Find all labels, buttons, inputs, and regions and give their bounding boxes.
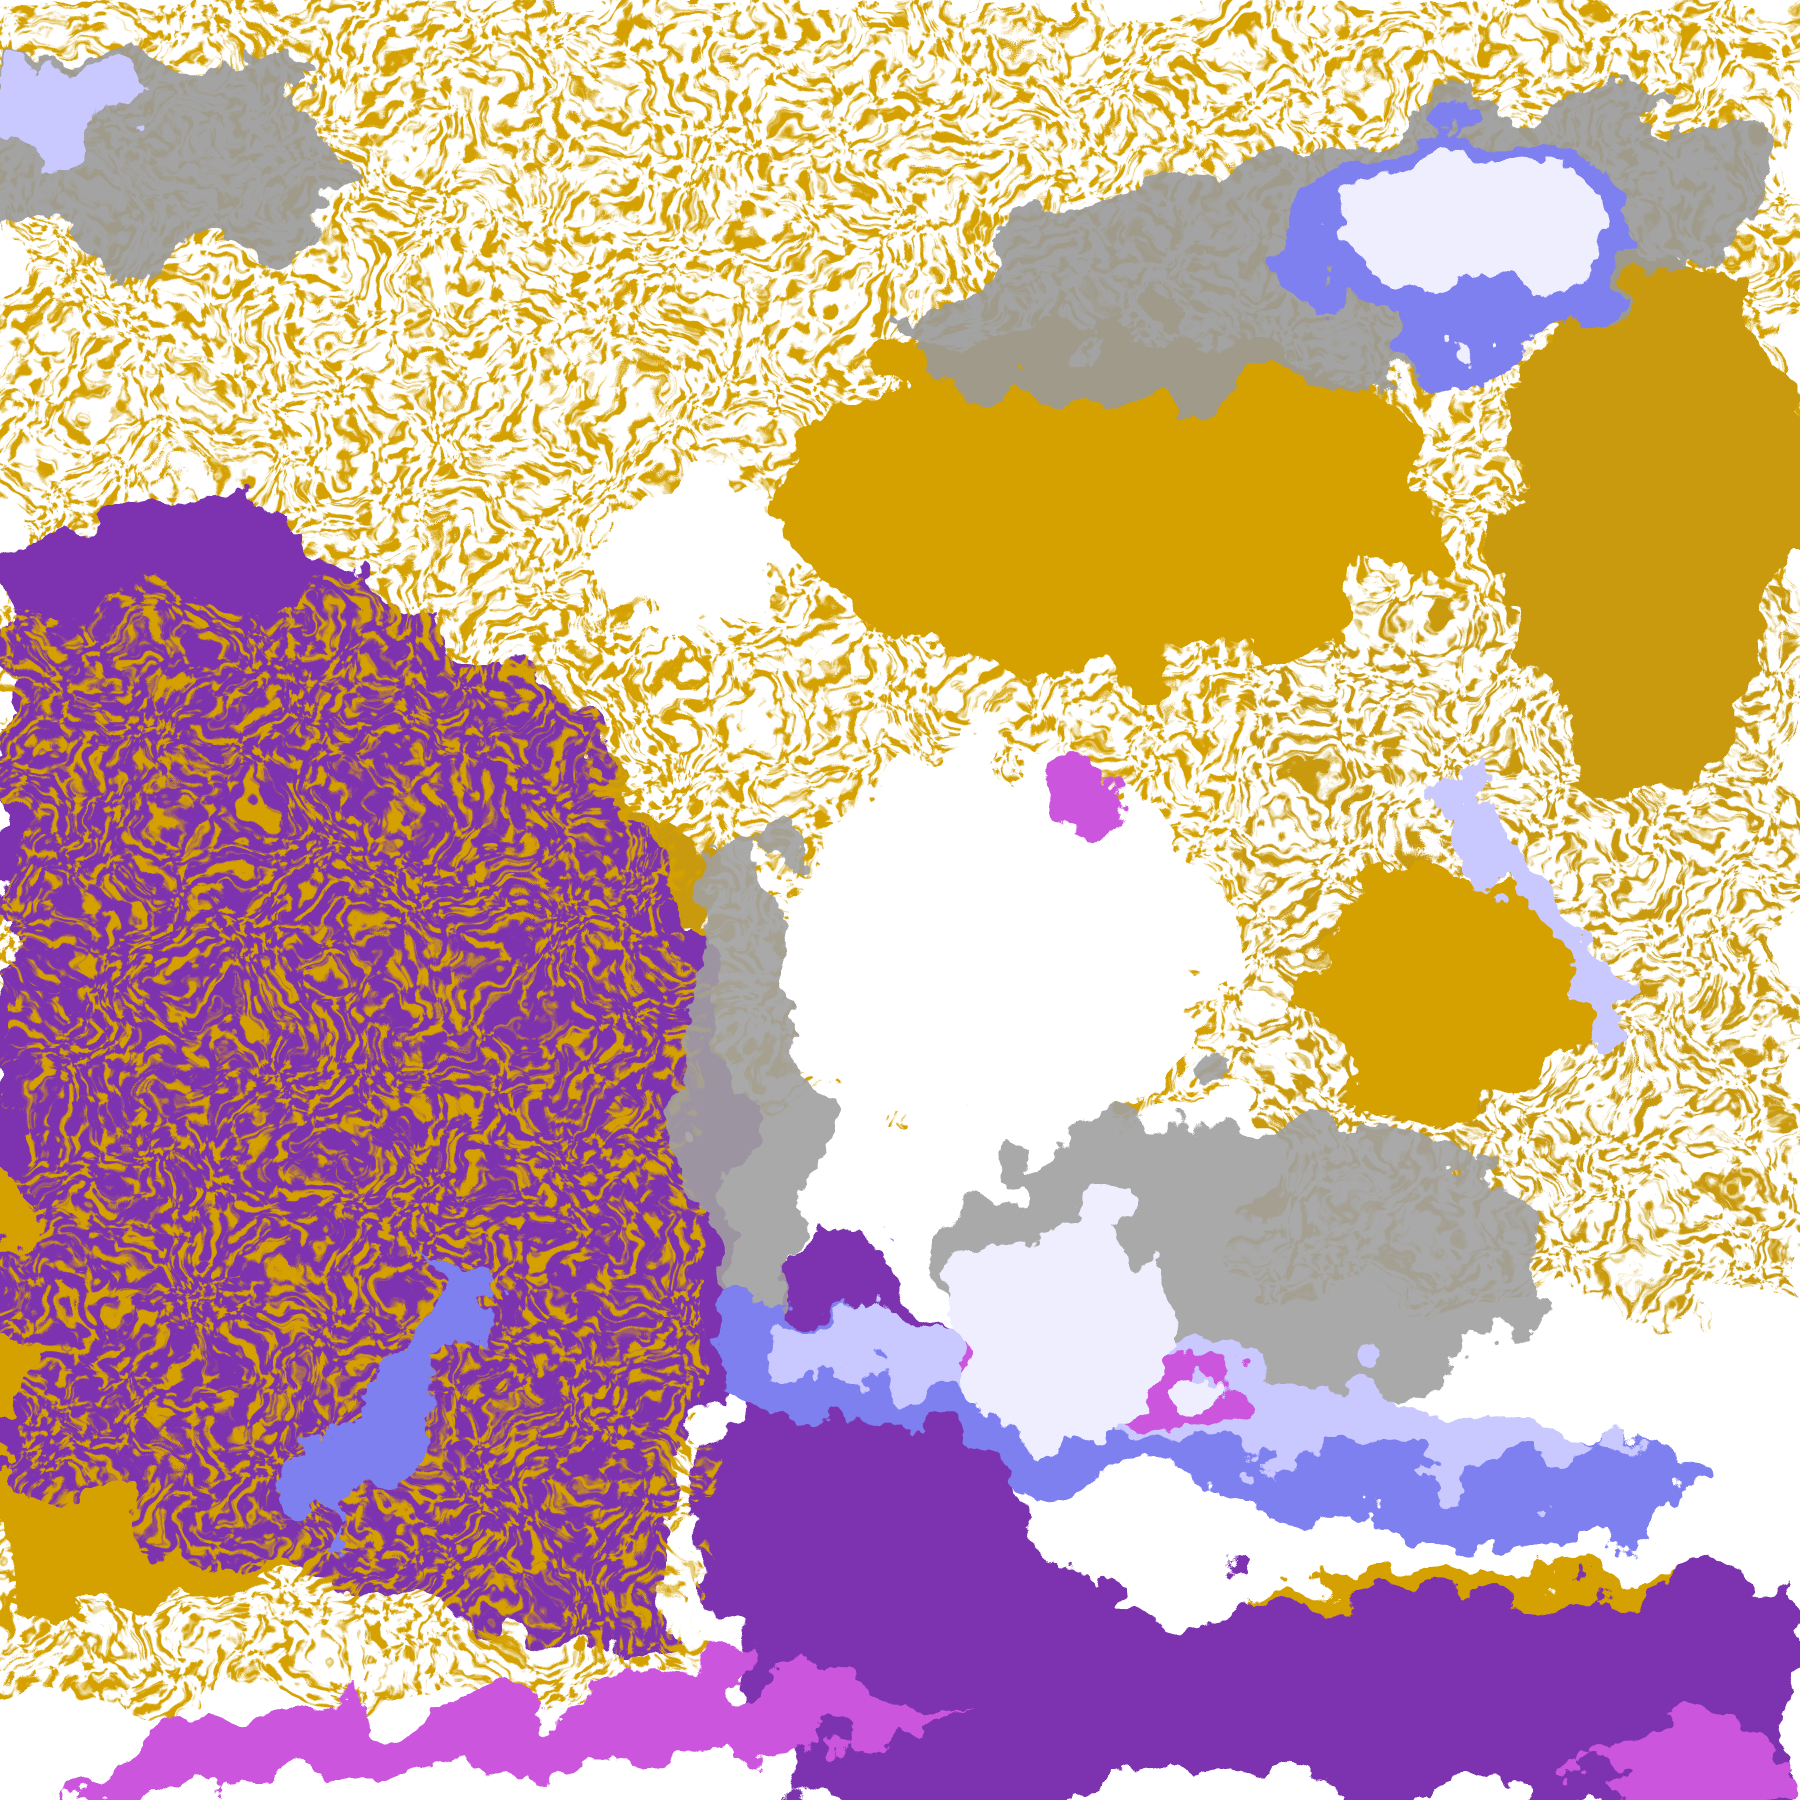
gold-swirl-over-purple: [0, 600, 700, 1700]
white-clear-center: [610, 480, 1220, 1150]
cold-cloud-tops: [0, 60, 1800, 1800]
